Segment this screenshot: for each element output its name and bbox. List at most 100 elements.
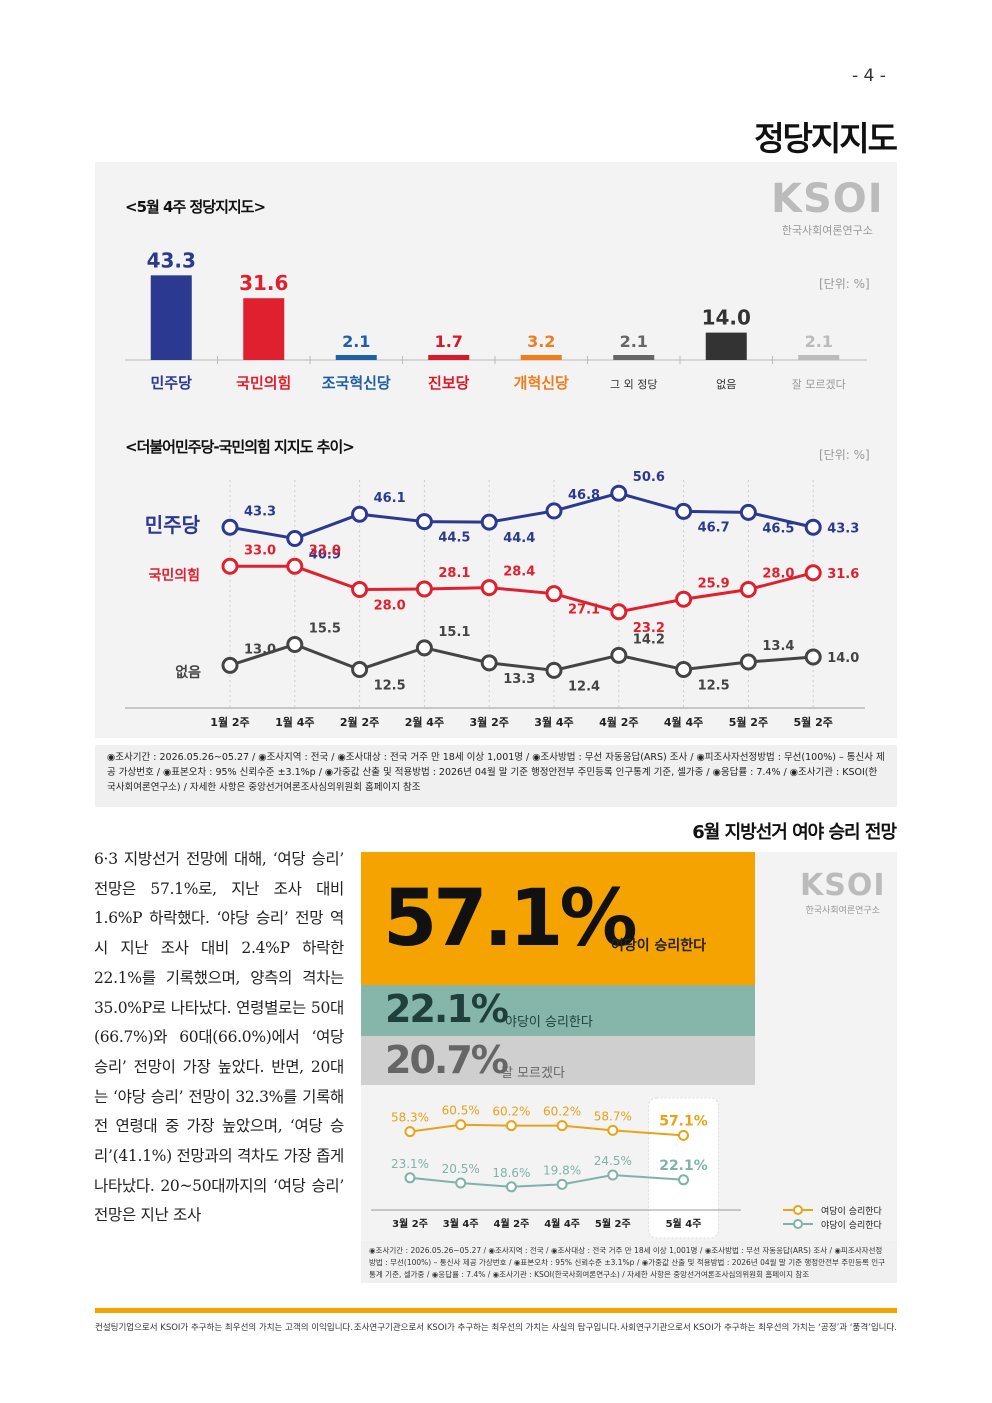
outlook-point-1-3 xyxy=(556,1178,568,1190)
footer: 컨설팅기업으로서 KSOI가 추구하는 최우선의 가치는 고객의 이익입니다. … xyxy=(95,1321,897,1333)
bar-chart-title: <5월 4주 정당지지도> xyxy=(125,198,266,216)
trend-point-1-9 xyxy=(804,564,822,582)
ksoi-logo-2: KSOI 한국사회여론연구소 xyxy=(800,868,886,916)
bar-category-1: 국민의힘 xyxy=(236,374,291,392)
logo-text-2: KSOI xyxy=(800,868,886,903)
trend-label-1-0: 33.0 xyxy=(244,543,276,558)
logo-subtitle: 한국사회여론연구소 xyxy=(781,224,873,237)
bar-5 xyxy=(613,355,655,360)
trend-label-0-1: 40.9 xyxy=(309,547,341,562)
outlook-label-1-0: 23.1% xyxy=(391,1157,429,1171)
footer-divider xyxy=(95,1308,897,1313)
trend-chart-unit: [단위: %] xyxy=(819,448,870,462)
trend-point-2-5 xyxy=(545,661,563,679)
trend-label-2-8: 13.4 xyxy=(762,639,794,654)
bar-category-0: 민주당 xyxy=(151,374,193,392)
bar-category-7: 잘 모르겠다 xyxy=(792,378,846,391)
outlook-point-1-1 xyxy=(455,1177,467,1189)
page-number: - 4 - xyxy=(852,66,886,86)
bar-value-4: 3.2 xyxy=(527,332,555,351)
trend-line-1 xyxy=(230,564,814,614)
trend-label-1-1: 33.0 xyxy=(309,543,341,558)
outlook-label-0-1: 60.5% xyxy=(442,1104,480,1118)
bar-7 xyxy=(798,355,840,360)
bar-3 xyxy=(428,355,470,360)
bar-1 xyxy=(243,298,285,360)
outlook-label-0-4: 58.7% xyxy=(594,1109,632,1123)
trend-row-label-1: 국민의힘 xyxy=(148,567,200,584)
bar-category-6: 없음 xyxy=(716,378,736,391)
outlook-label-1-1: 20.5% xyxy=(442,1162,480,1176)
bar-category-3: 진보당 xyxy=(428,374,470,392)
outlook-point-0-5 xyxy=(678,1129,689,1141)
trend-point-2-9 xyxy=(804,648,822,666)
trend-point-1-8 xyxy=(739,581,757,598)
trend-point-2-8 xyxy=(739,653,757,671)
trend-point-0-8 xyxy=(739,503,757,521)
trend-point-2-7 xyxy=(675,661,693,678)
outlook-label-1-2: 18.6% xyxy=(492,1166,530,1180)
outlook-trend-svg: 3월 2주 3월 4주 4월 2주 4월 4주 5월 2주 5월 4주 58.3% 60.5%… xyxy=(371,1097,883,1239)
outlook-tick-4: 5월 2주 xyxy=(595,1218,631,1230)
trend-point-0-3 xyxy=(415,513,433,531)
trend-label-0-5: 46.8 xyxy=(568,488,600,503)
outlook-point-1-4 xyxy=(607,1169,619,1181)
trend-row-label-0: 민주당 xyxy=(145,513,201,537)
outlook-point-1-5 xyxy=(678,1174,689,1186)
trend-tick-label-5: 3월 4주 xyxy=(534,715,573,729)
trend-point-0-6 xyxy=(610,484,628,502)
outlook-point-0-1 xyxy=(455,1119,467,1131)
footer-text-3: 사회연구기관으로서 KSOI가 추구하는 최우선의 가치는 ‘공정’과 ‘품격’… xyxy=(620,1323,897,1333)
trend-label-1-5: 27.1 xyxy=(568,603,600,618)
bar-value-7: 2.1 xyxy=(805,332,833,351)
bar-chart-unit: [단위: %] xyxy=(819,277,870,291)
outlook-point-1-2 xyxy=(505,1181,517,1193)
trend-point-1-7 xyxy=(675,590,693,608)
trend-tick-label-4: 3월 2주 xyxy=(470,715,509,729)
trend-tick-label-8: 5월 2주 xyxy=(729,715,768,729)
outlook-tick-2: 4월 2주 xyxy=(493,1218,529,1230)
trend-label-1-6: 23.2 xyxy=(633,621,665,636)
trend-line-2 xyxy=(229,642,814,672)
ruling-win-block: 57.1% 여당이 승리한다 xyxy=(361,852,755,985)
trend-label-1-2: 28.0 xyxy=(374,599,406,614)
trend-label-1-8: 28.0 xyxy=(762,567,794,582)
bar-value-2: 2.1 xyxy=(342,332,370,351)
trend-label-1-3: 28.1 xyxy=(438,566,470,581)
bar-chart-svg: 43.3 민주당 31.6 국민의힘 2.1 조국혁신당 1.7 진보당 3.2 개혁신당 2.1 그… xyxy=(125,248,867,392)
trend-point-2-0 xyxy=(221,656,239,674)
trend-point-1-0 xyxy=(221,557,239,575)
trend-point-1-2 xyxy=(351,581,369,598)
dont-know-block: 20.7% 잘 모르겠다 xyxy=(361,1036,755,1085)
trend-label-2-7: 12.5 xyxy=(698,679,730,694)
footer-text-1: 컨설팅기업으로서 KSOI가 추구하는 최우선의 가치는 고객의 이익입니다. xyxy=(95,1323,354,1333)
trend-tick-label-7: 4월 4주 xyxy=(664,715,703,729)
trend-point-2-2 xyxy=(351,661,369,678)
outlook-label-0-3: 60.2% xyxy=(543,1105,581,1119)
bar-value-3: 1.7 xyxy=(435,332,463,351)
bar-0 xyxy=(150,275,192,360)
outlook-point-0-3 xyxy=(556,1120,568,1132)
outlook-point-0-0 xyxy=(404,1126,416,1138)
trend-label-0-9: 43.3 xyxy=(827,521,859,536)
outlook-label-0-0: 58.3% xyxy=(391,1111,429,1125)
trend-point-1-4 xyxy=(480,579,498,597)
outlook-point-0-4 xyxy=(607,1124,619,1136)
trend-point-0-1 xyxy=(286,529,304,547)
outlook-line-0 xyxy=(409,1123,684,1137)
trend-tick-label-3: 2월 4주 xyxy=(405,715,444,729)
trend-point-0-9 xyxy=(804,518,822,536)
outlook-line-1 xyxy=(409,1173,684,1188)
trend-point-2-1 xyxy=(286,636,304,653)
page-title: 정당지지도 xyxy=(754,119,898,158)
legend-label-0: 여당이 승리한다 xyxy=(821,1205,883,1217)
trend-label-0-0: 43.3 xyxy=(244,504,276,519)
ksoi-logo: KSOI 한국사회여론연구소 xyxy=(771,176,884,238)
trend-point-2-6 xyxy=(610,646,628,664)
survey-notes-2: ◉조사기간 : 2026.05.26~05.27 / ◉조사지역 : 전국 / … xyxy=(361,1241,897,1283)
trend-chart-svg: 1월 2주 1월 4주 2월 2주 2월 4주 3월 2주 3월 4주 4월 2주 4월 4주… xyxy=(125,470,865,729)
trend-label-2-4: 13.3 xyxy=(503,672,535,687)
outlook-tick-1: 3월 4주 xyxy=(443,1218,479,1230)
opposition-win-value: 22.1% xyxy=(385,987,509,1031)
outlook-label-1-5: 22.1% xyxy=(659,1158,708,1174)
